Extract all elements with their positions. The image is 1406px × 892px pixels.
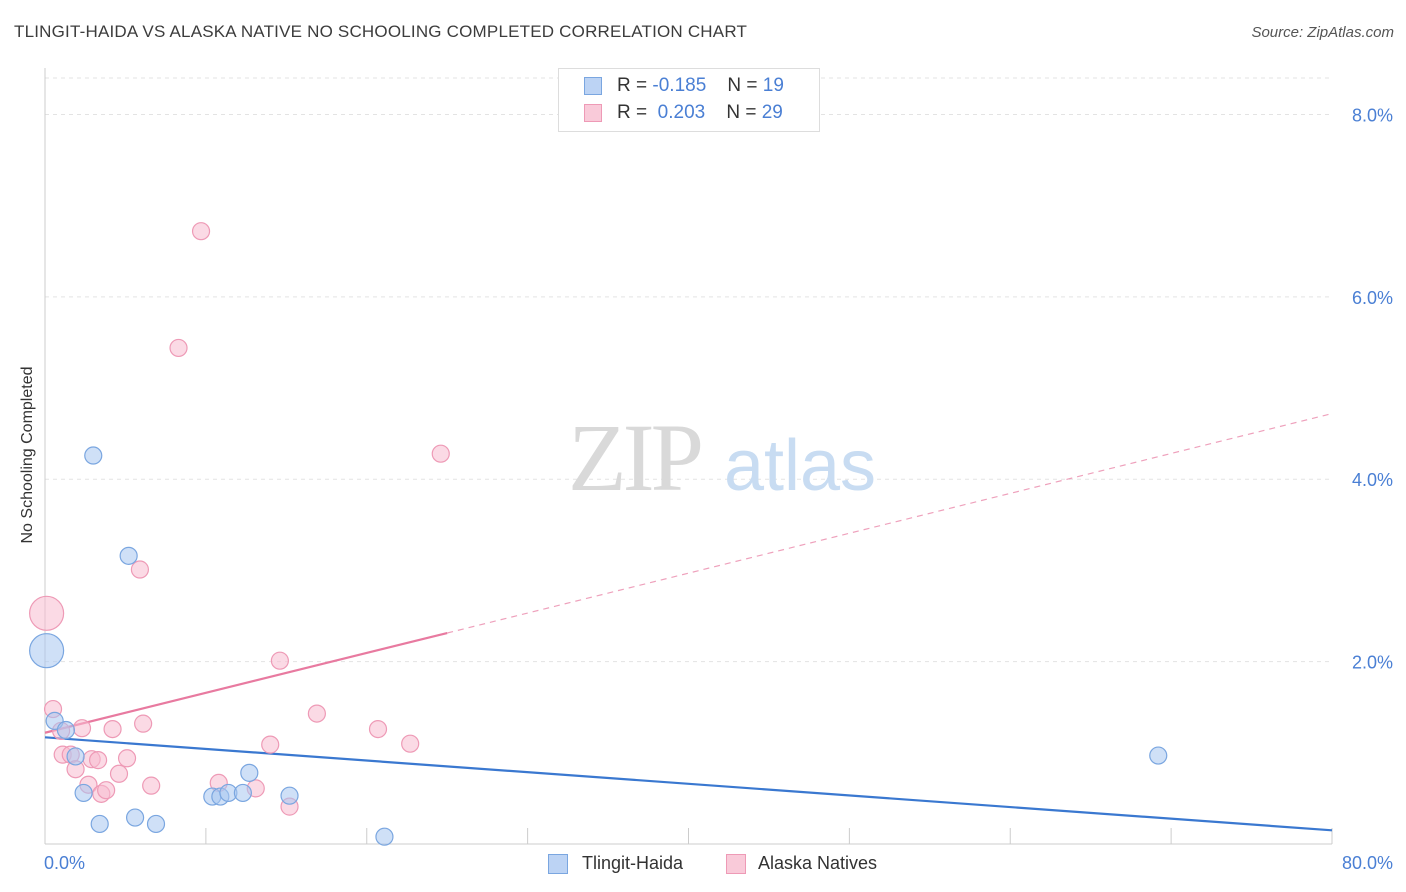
legend-n-label: N = (727, 75, 758, 96)
point-alaska (117, 749, 137, 768)
data-points (29, 222, 1168, 846)
legend-r-label: R = (617, 102, 648, 123)
grid-lines (45, 77, 1332, 663)
point-alaska (307, 704, 326, 723)
point-alaska (401, 734, 420, 753)
x-tick-label: 0.0% (44, 853, 85, 873)
point-alaska (261, 735, 280, 754)
point-tlingit (119, 546, 138, 565)
point-alaska (88, 751, 108, 770)
point-alaska (109, 764, 129, 783)
trend-lines (44, 412, 1333, 832)
point-tlingit (280, 786, 299, 805)
legend-n-label: N = (726, 102, 757, 123)
source-label: Source: ZipAtlas.com (1251, 24, 1394, 41)
axes (44, 68, 1333, 845)
trend-line-tlingit (44, 736, 1333, 832)
point-tlingit (74, 783, 93, 803)
point-tlingit (29, 633, 65, 669)
y-tick-label: 2.0% (1352, 653, 1393, 673)
y-tick-label: 8.0% (1352, 105, 1393, 125)
bottom-legend-label: Tlingit-Haida (582, 853, 684, 873)
point-alaska (191, 222, 211, 241)
point-tlingit (84, 446, 103, 465)
point-alaska (142, 776, 161, 795)
chart-title: TLINGIT-HAIDA VS ALASKA NATIVE NO SCHOOL… (14, 22, 748, 41)
point-alaska (169, 338, 188, 358)
point-tlingit (125, 808, 145, 827)
point-tlingit (1149, 746, 1168, 765)
bottom-swatch-pink (726, 854, 746, 874)
legend-swatch-pink (584, 104, 602, 122)
point-alaska (270, 651, 289, 670)
point-alaska (72, 719, 92, 738)
legend-r-value: 0.203 (657, 102, 706, 123)
bottom-legend-label: Alaska Natives (758, 853, 878, 873)
legend-swatch-blue (584, 77, 602, 95)
legend-n-value: 19 (762, 75, 784, 96)
legend-r-value: -0.185 (652, 75, 707, 96)
bottom-swatch-blue (548, 854, 568, 874)
point-tlingit (240, 763, 259, 782)
trend-line-extension-alaska (447, 412, 1333, 634)
point-alaska (134, 714, 153, 733)
point-alaska (431, 444, 450, 463)
watermark-zip: ZIP (568, 404, 701, 511)
stats-legend: R = -0.185 N = 19 R = 0.203 N = 29 (558, 68, 820, 132)
watermark-atlas: atlas (724, 426, 876, 506)
y-tick-label: 6.0% (1352, 288, 1393, 308)
point-alaska (368, 719, 388, 739)
legend-n-value: 29 (761, 102, 783, 123)
tick-labels: 2.0% 4.0% 6.0% 8.0% 0.0% 80.0% (44, 105, 1393, 873)
point-tlingit (375, 827, 394, 846)
point-alaska (29, 595, 65, 631)
trend-line-alaska (44, 631, 448, 734)
point-tlingit (66, 747, 85, 766)
point-tlingit (56, 720, 76, 740)
point-tlingit (146, 814, 166, 834)
point-tlingit (90, 814, 109, 834)
point-alaska (97, 781, 116, 800)
y-tick-label: 4.0% (1352, 470, 1393, 490)
x-tick-label: 80.0% (1342, 853, 1393, 873)
point-alaska (130, 560, 150, 579)
legend-r-label: R = (617, 75, 648, 96)
watermark: ZIP atlas (568, 404, 876, 511)
point-tlingit (233, 783, 252, 803)
point-alaska (103, 719, 122, 739)
